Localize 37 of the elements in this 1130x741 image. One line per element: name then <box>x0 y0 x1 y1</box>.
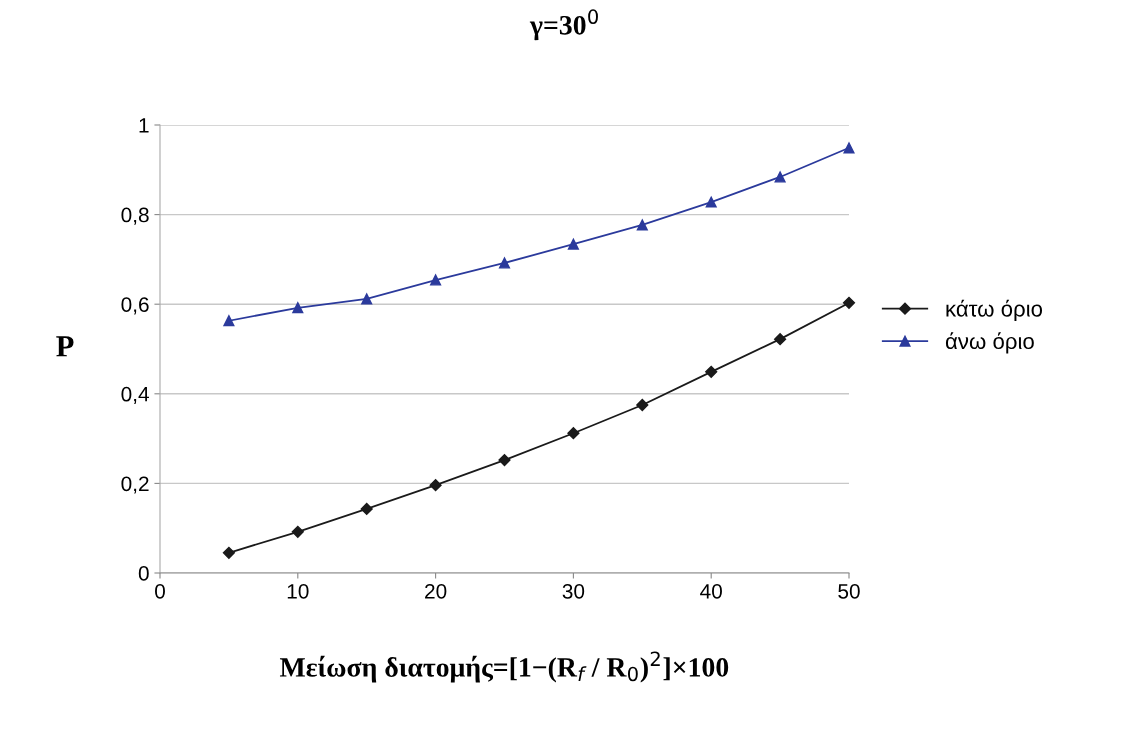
x-tick-label: 10 <box>287 583 309 599</box>
point <box>843 142 855 154</box>
point <box>222 546 235 559</box>
point <box>360 502 373 516</box>
point <box>705 365 718 378</box>
x-axis-title: Μείωση διατομής=[1−(R$_{f}$ / R$_{0}$)$^{2}$]×100 <box>279 651 729 683</box>
x-tick-label: 20 <box>425 583 447 599</box>
point <box>361 293 373 305</box>
point <box>498 454 511 467</box>
y-tick-label: 1 <box>139 118 149 133</box>
point <box>430 274 442 286</box>
point <box>705 196 717 208</box>
legend-label: άνω όριο <box>945 332 1034 354</box>
legend-label: κάτω όριο <box>946 299 1043 322</box>
chart-title: γ=30$^{0}$ <box>529 9 598 41</box>
y-axis-title: P <box>56 336 74 357</box>
point <box>291 525 304 538</box>
point <box>292 302 304 314</box>
y-tick-label: 0,4 <box>121 386 149 405</box>
point <box>842 296 856 309</box>
x-tick-label: 40 <box>700 583 722 599</box>
y-tick-label: 0,2 <box>121 476 149 494</box>
x-tick-label: 50 <box>838 583 860 599</box>
y-tick-label: 0,8 <box>121 207 149 225</box>
point <box>774 171 786 183</box>
point <box>498 257 511 269</box>
point <box>567 427 580 440</box>
y-tick-label: 0,6 <box>121 297 149 315</box>
point <box>567 238 579 250</box>
point <box>636 398 649 412</box>
x-tick-label: 0 <box>155 583 165 599</box>
point <box>636 219 648 231</box>
point <box>774 333 787 346</box>
x-tick-label: 30 <box>562 583 585 599</box>
point <box>223 315 235 327</box>
y-tick-label: 0 <box>138 566 149 581</box>
point <box>429 479 442 492</box>
